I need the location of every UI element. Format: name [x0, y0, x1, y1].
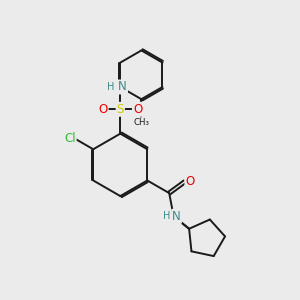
Text: H: H	[163, 211, 170, 221]
Text: CH₃: CH₃	[134, 118, 149, 127]
Text: O: O	[98, 103, 108, 116]
Text: H: H	[107, 82, 115, 92]
Text: N: N	[118, 80, 127, 94]
Text: N: N	[172, 210, 181, 223]
Text: O: O	[133, 103, 142, 116]
Text: S: S	[117, 103, 124, 116]
Text: O: O	[185, 175, 195, 188]
Text: Cl: Cl	[64, 132, 76, 146]
